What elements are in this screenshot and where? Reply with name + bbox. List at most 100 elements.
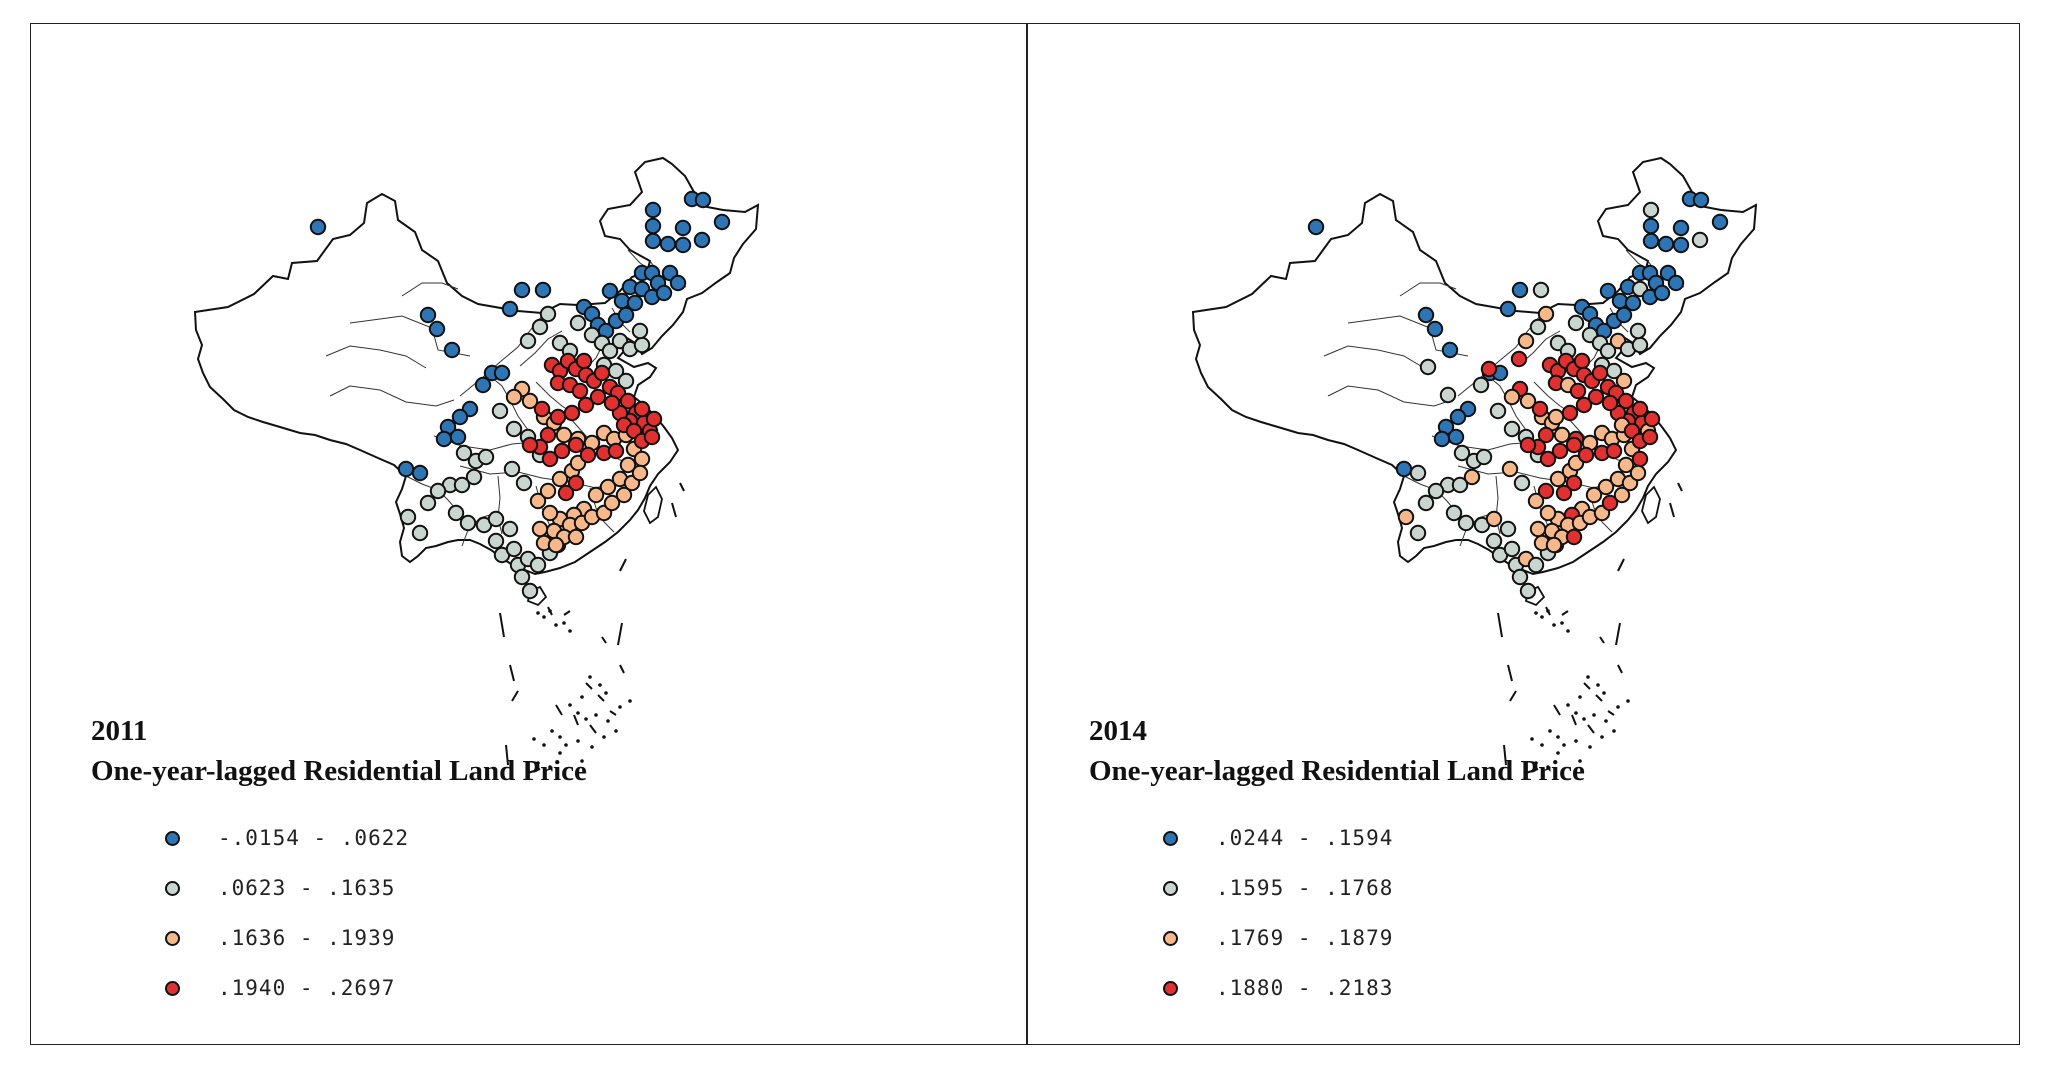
city-point-class-4 <box>1643 410 1661 428</box>
city-point-class-4 <box>1565 436 1583 454</box>
city-point-class-4 <box>589 388 607 406</box>
city-point-class-3 <box>547 536 565 554</box>
sea-boundary-dash <box>1587 724 1595 734</box>
city-point-class-4 <box>1617 392 1635 410</box>
city-point-class-4 <box>643 428 661 446</box>
sea-island-dot <box>1626 699 1630 703</box>
legend: .0244 - .1594 .1595 - .1768 .1769 - .187… <box>1163 813 1393 1013</box>
city-point-class-3 <box>1549 470 1567 488</box>
city-point-class-1 <box>309 218 327 236</box>
sea-boundary-dash <box>1571 714 1577 726</box>
sea-island-dot <box>1562 743 1566 747</box>
city-point-class-2 <box>1451 476 1469 494</box>
city-point-class-1 <box>419 306 437 324</box>
sea-island-dot <box>1540 615 1544 619</box>
city-point-class-1 <box>626 294 644 312</box>
city-point-class-2 <box>477 448 495 466</box>
city-point-class-4 <box>549 408 567 426</box>
city-point-class-2 <box>1513 474 1531 492</box>
sea-island-dot <box>558 751 562 755</box>
city-point-class-3 <box>521 392 539 410</box>
sea-island-dot <box>558 735 562 739</box>
sea-boundary-dash <box>527 768 541 774</box>
sea-island-dot <box>1534 761 1538 765</box>
city-point-class-2 <box>1567 314 1585 332</box>
sea-island-dot <box>550 729 554 733</box>
china-basemap <box>1191 156 1758 607</box>
city-point-class-1 <box>1657 235 1675 253</box>
city-point-class-4 <box>1641 428 1659 446</box>
sea-island-dot <box>542 615 546 619</box>
sea-boundary-dash <box>585 682 593 690</box>
sea-island-dot <box>1546 765 1550 769</box>
city-point-class-4 <box>603 394 621 412</box>
city-point-class-1 <box>1449 408 1467 426</box>
city-point-class-2 <box>1489 402 1507 420</box>
sea-boundary-dash <box>1615 622 1621 646</box>
sea-island-dot <box>1586 675 1590 679</box>
province-boundary <box>401 282 459 297</box>
sea-island-dot <box>1582 717 1586 721</box>
city-point-class-1 <box>474 376 492 394</box>
sea-island-dot <box>1534 611 1538 615</box>
city-point-class-2 <box>1631 336 1649 354</box>
sea-boundary-dash <box>1669 502 1675 518</box>
city-point-class-3 <box>1517 332 1535 350</box>
sea-island-dot <box>1616 705 1620 709</box>
sea-island-dot <box>576 711 580 715</box>
legend-item: .0244 - .1594 <box>1163 813 1393 863</box>
city-point-class-2 <box>1485 532 1503 550</box>
city-point-class-2 <box>447 504 465 522</box>
city-point-class-2 <box>1439 386 1457 404</box>
city-point-class-1 <box>411 464 429 482</box>
city-point-class-2 <box>529 556 547 574</box>
sea-boundary-dash <box>609 710 617 716</box>
city-point-class-1 <box>534 281 552 299</box>
city-point-class-4 <box>1601 494 1619 512</box>
sea-island-dot <box>604 691 608 695</box>
city-point-class-2 <box>501 520 519 538</box>
city-point-class-1 <box>449 428 467 446</box>
city-point-class-2 <box>513 568 531 586</box>
legend-swatch <box>165 930 180 946</box>
city-point-class-2 <box>521 582 539 600</box>
city-point-class-4 <box>567 436 585 454</box>
city-point-class-2 <box>1499 520 1517 538</box>
sea-island-dot <box>536 611 540 615</box>
city-point-class-4 <box>1539 450 1557 468</box>
city-point-class-1 <box>1395 460 1413 478</box>
sea-island-dot <box>1600 735 1604 739</box>
sea-island-dot <box>576 739 580 743</box>
city-point-class-4 <box>1587 388 1605 406</box>
city-point-class-4 <box>633 400 651 418</box>
sea-island-dot <box>618 705 622 709</box>
sea-boundary-dash <box>1503 744 1507 766</box>
sea-island-dot <box>606 719 610 723</box>
legend-label: .1595 - .1768 <box>1216 876 1394 900</box>
city-point-class-3 <box>1553 426 1571 444</box>
city-point-class-4 <box>1480 360 1498 378</box>
city-point-class-1 <box>1667 274 1685 292</box>
island <box>643 485 663 525</box>
city-point-class-4 <box>579 446 597 464</box>
city-point-class-4 <box>1510 350 1528 368</box>
city-point-class-3 <box>1501 460 1519 478</box>
city-point-class-1 <box>428 320 446 338</box>
city-point-class-2 <box>1419 358 1437 376</box>
sea-boundary-dash <box>619 558 627 572</box>
city-point-class-1 <box>1599 282 1617 300</box>
city-point-class-2 <box>399 508 417 526</box>
sea-boundary-dash <box>1497 612 1503 638</box>
city-point-class-3 <box>531 520 549 538</box>
sea-island-dot <box>1566 629 1570 633</box>
city-point-class-2 <box>1475 448 1493 466</box>
city-point-class-1 <box>1417 306 1435 324</box>
sea-boundary-dash <box>1677 482 1683 492</box>
province-boundary <box>325 345 427 369</box>
city-point-class-1 <box>397 460 415 478</box>
legend-label: .0244 - .1594 <box>1216 826 1394 850</box>
city-point-class-2 <box>539 305 557 323</box>
city-point-class-3 <box>1545 536 1563 554</box>
city-point-class-2 <box>487 510 505 528</box>
sea-island-dot <box>1548 729 1552 733</box>
